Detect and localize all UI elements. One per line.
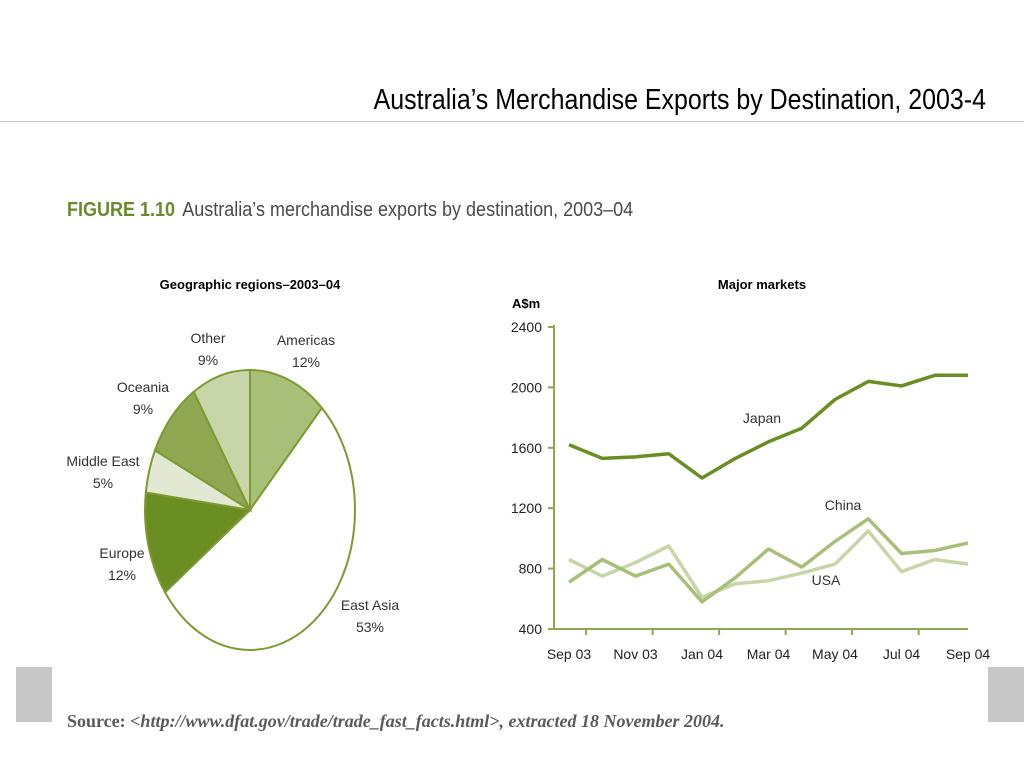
source-note: Source: <http://www.dfat.gov/trade/trade… xyxy=(67,711,724,732)
slide-title: Australia’s Merchandise Exports by Desti… xyxy=(373,84,986,116)
y-axis-unit-label: A$m xyxy=(512,296,540,311)
pie-chart-title: Geographic regions–2003–04 xyxy=(160,277,341,292)
x-tick-label: Sep 04 xyxy=(946,646,991,662)
y-tick-label: 1200 xyxy=(511,500,542,516)
pie-slice-europe xyxy=(144,491,253,594)
pie-label-oceania: Oceania xyxy=(117,379,169,395)
pie-value-europe: 12% xyxy=(108,567,136,583)
pie-label-other: Other xyxy=(190,330,225,346)
y-tick-label: 1600 xyxy=(511,440,542,456)
pie-slice-other xyxy=(192,368,251,511)
series-line-japan xyxy=(568,373,968,480)
line-chart-title: Major markets xyxy=(718,277,806,292)
series-line-usa xyxy=(568,529,969,600)
pie-value-east-asia: 53% xyxy=(356,619,384,635)
y-tick-label: 2400 xyxy=(511,319,542,335)
pie-label-europe: Europe xyxy=(99,545,144,561)
pie-label-middle-east: Middle East xyxy=(66,453,139,469)
x-tick-label: Jan 04 xyxy=(681,646,723,662)
x-tick-label: Nov 03 xyxy=(613,646,658,662)
line-chart-series xyxy=(568,373,969,604)
x-tick-label: Jul 04 xyxy=(883,646,921,662)
figure-caption: FIGURE 1.10 Australia’s merchandise expor… xyxy=(67,199,633,222)
series-label-japan: Japan xyxy=(743,410,781,426)
source-label: Source: xyxy=(67,711,126,731)
figure-caption-text: Australia’s merchandise exports by desti… xyxy=(182,199,634,221)
series-line-china xyxy=(568,517,969,604)
source-text: <http://www.dfat.gov/trade/trade_fast_fa… xyxy=(130,711,725,731)
y-tick-label: 2000 xyxy=(511,379,542,395)
line-series-labels: USA China Japan xyxy=(743,410,862,588)
left-side-block xyxy=(16,667,52,722)
pie-labels: Americas 12% East Asia 53% Europe 12% Middle E… xyxy=(66,330,399,635)
pie-value-americas: 12% xyxy=(292,354,320,370)
pie-slice-east-asia xyxy=(163,406,356,651)
pie-slice-americas xyxy=(249,368,324,514)
pie-label-americas: Americas xyxy=(277,332,335,348)
x-tick-label: Mar 04 xyxy=(747,646,791,662)
x-tick-label: May 04 xyxy=(812,646,858,662)
pie-value-other: 9% xyxy=(198,352,218,368)
series-label-china: China xyxy=(825,497,862,513)
series-label-usa: USA xyxy=(812,572,841,588)
pie-chart xyxy=(144,368,356,651)
pie-label-east-asia: East Asia xyxy=(341,597,400,613)
pie-slice-oceania xyxy=(153,390,253,513)
x-tick-label: Sep 03 xyxy=(547,646,592,662)
y-tick-label: 400 xyxy=(519,621,543,637)
figure-number: FIGURE 1.10 xyxy=(67,199,176,221)
pie-value-oceania: 9% xyxy=(133,401,153,417)
line-chart-axes: 400 800 1200 1600 2000 2400 Sep 03 Nov 03 Jan 04… xyxy=(511,319,991,662)
title-divider xyxy=(0,121,1024,122)
pie-value-middle-east: 5% xyxy=(93,475,113,491)
y-tick-label: 800 xyxy=(519,561,543,577)
right-side-block xyxy=(988,667,1024,722)
